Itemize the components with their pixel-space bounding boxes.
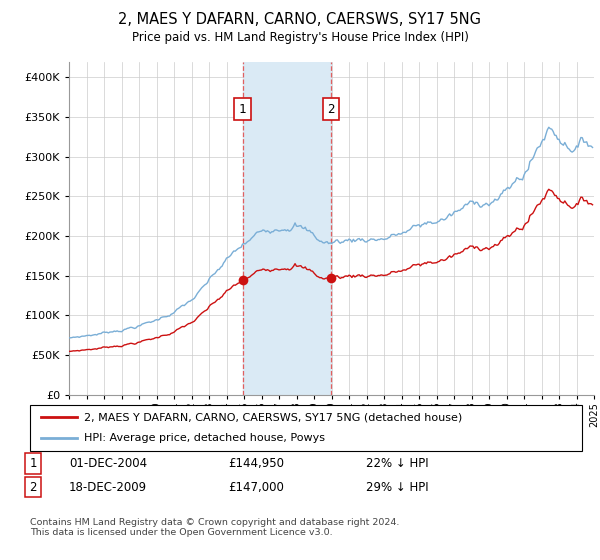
Text: 18-DEC-2009: 18-DEC-2009	[69, 480, 147, 494]
Text: 1: 1	[239, 102, 247, 116]
Text: 2: 2	[29, 480, 37, 494]
Text: £147,000: £147,000	[228, 480, 284, 494]
Text: 2, MAES Y DAFARN, CARNO, CAERSWS, SY17 5NG: 2, MAES Y DAFARN, CARNO, CAERSWS, SY17 5…	[119, 12, 482, 27]
Text: 2: 2	[327, 102, 335, 116]
Text: 22% ↓ HPI: 22% ↓ HPI	[366, 457, 428, 470]
Text: Price paid vs. HM Land Registry's House Price Index (HPI): Price paid vs. HM Land Registry's House …	[131, 31, 469, 44]
FancyBboxPatch shape	[30, 405, 582, 451]
Text: Contains HM Land Registry data © Crown copyright and database right 2024.
This d: Contains HM Land Registry data © Crown c…	[30, 518, 400, 538]
Text: HPI: Average price, detached house, Powys: HPI: Average price, detached house, Powy…	[84, 433, 325, 444]
Text: 1: 1	[29, 457, 37, 470]
Bar	[242, 62, 331, 395]
Text: £144,950: £144,950	[228, 457, 284, 470]
Text: 01-DEC-2004: 01-DEC-2004	[69, 457, 147, 470]
Text: 29% ↓ HPI: 29% ↓ HPI	[366, 480, 428, 494]
Text: 2, MAES Y DAFARN, CARNO, CAERSWS, SY17 5NG (detached house): 2, MAES Y DAFARN, CARNO, CAERSWS, SY17 5…	[84, 412, 463, 422]
